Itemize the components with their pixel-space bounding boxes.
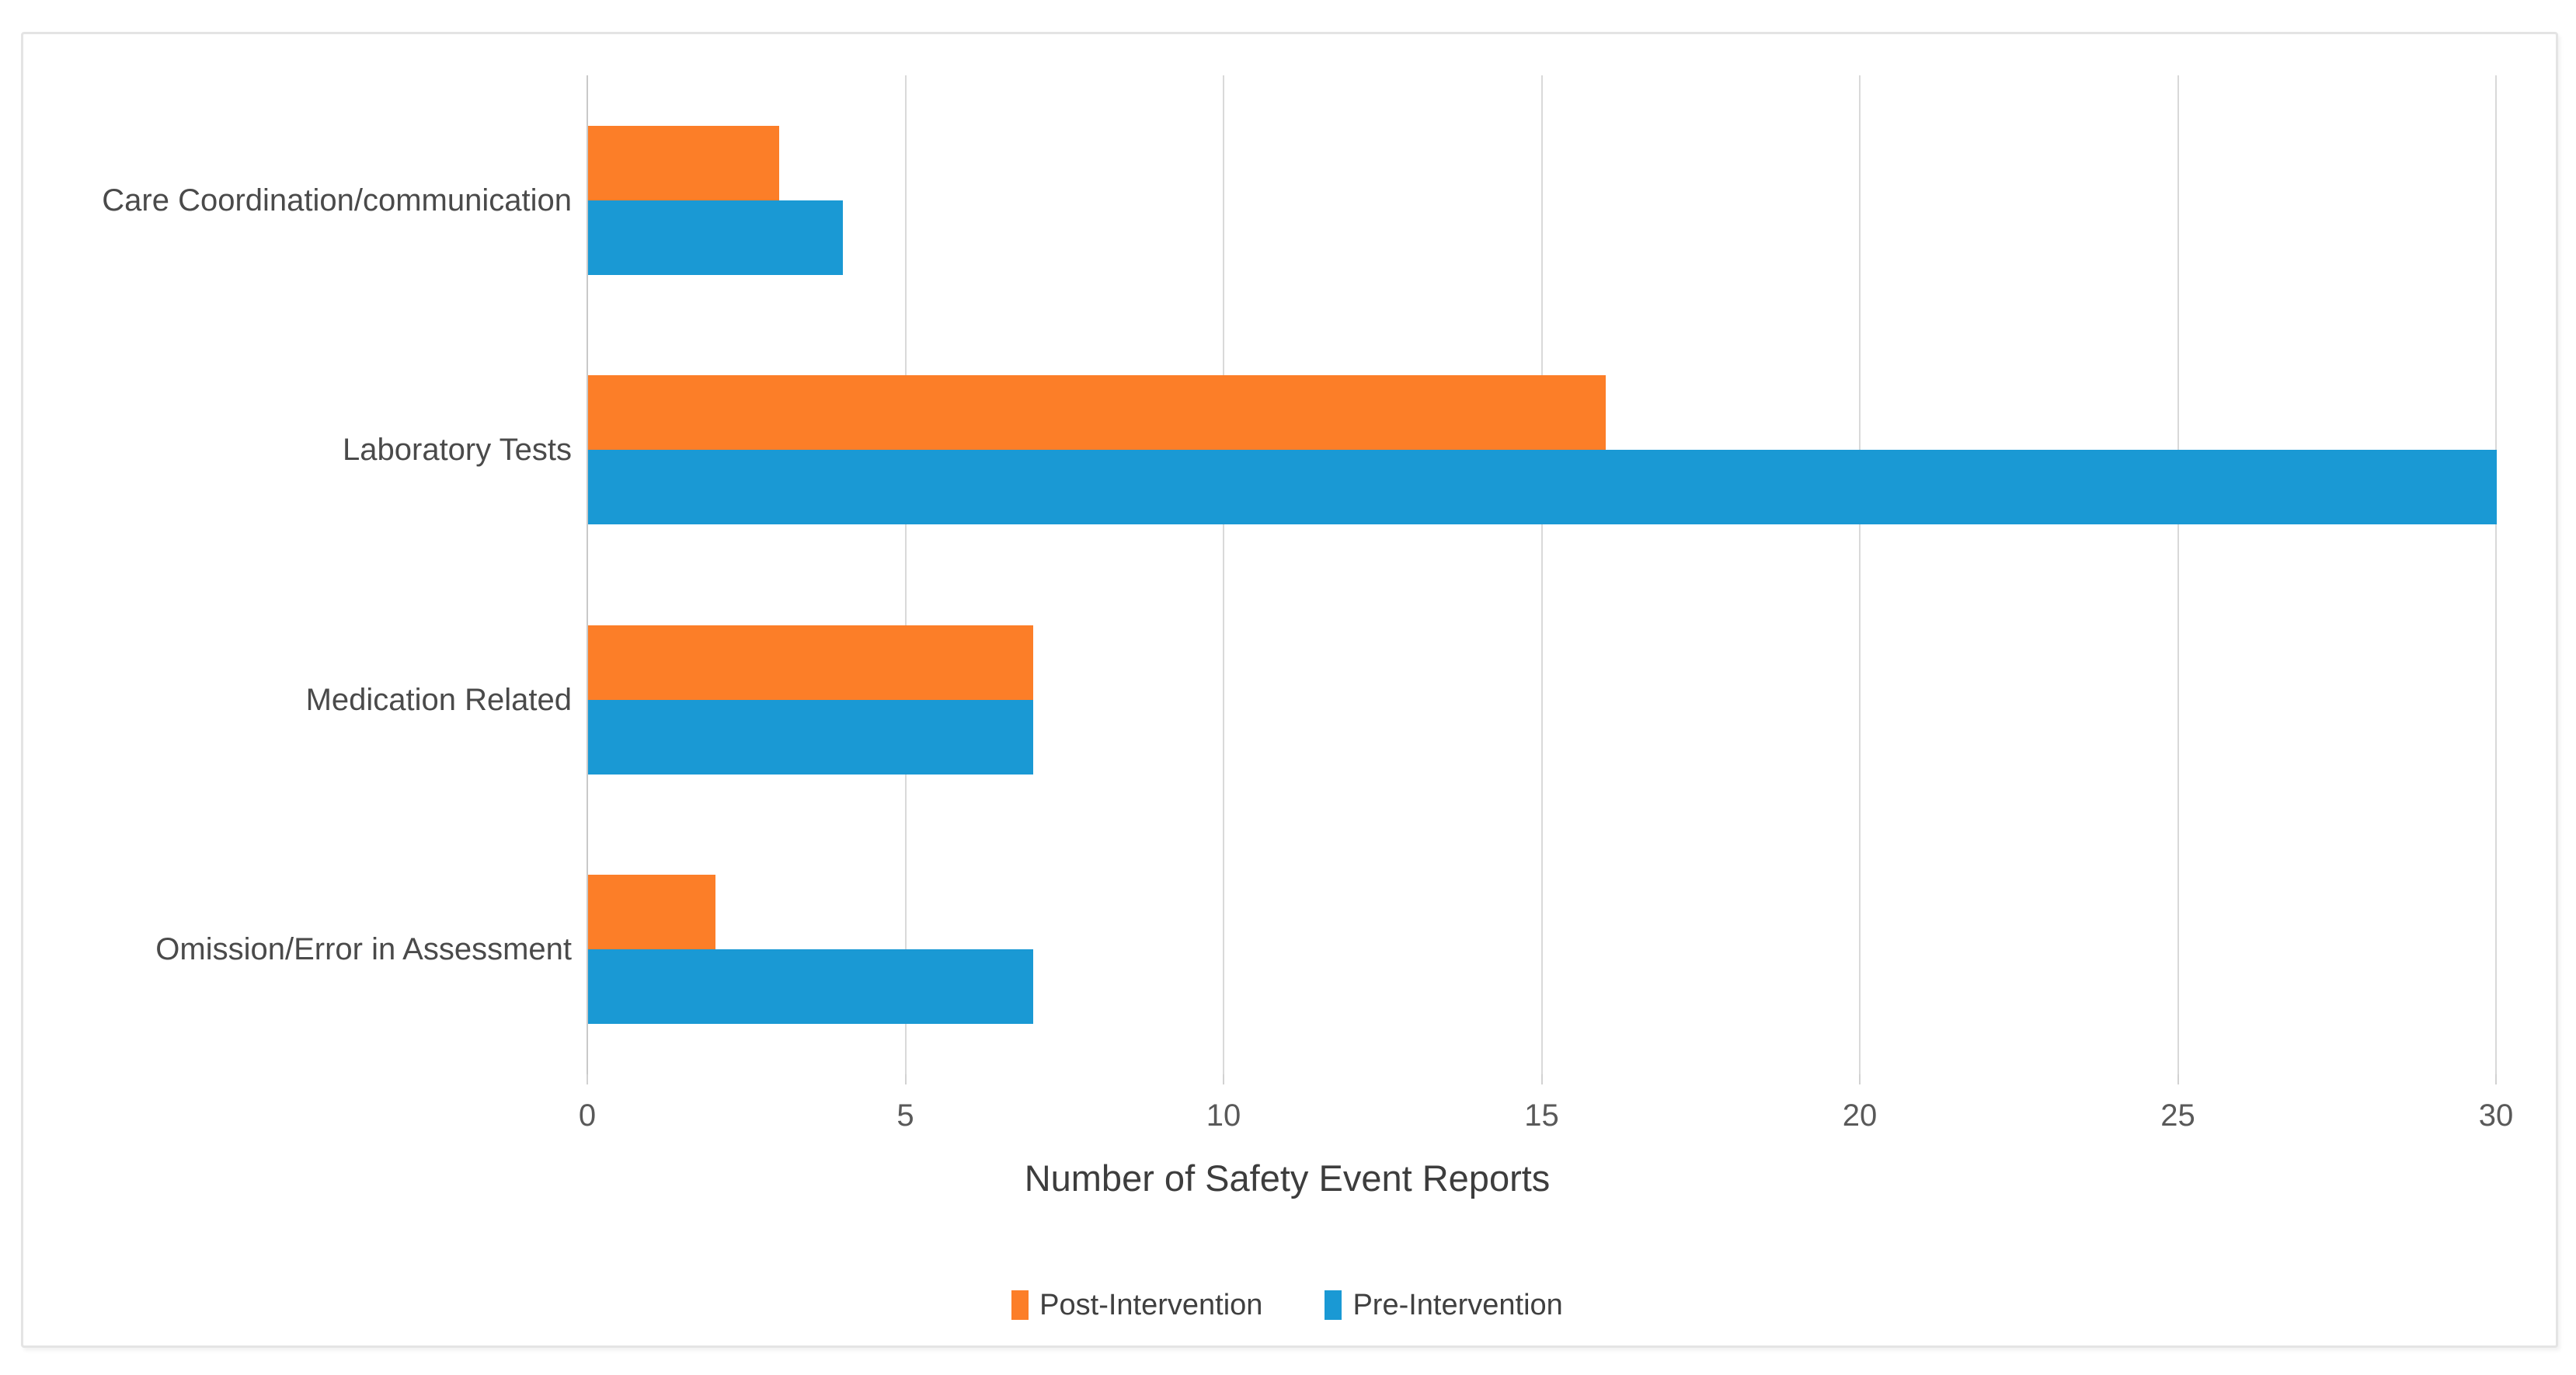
bar-pre-intervention [588, 699, 1033, 775]
tick-mark [904, 1074, 907, 1084]
bar-post-intervention [588, 125, 779, 200]
gridline [1223, 75, 1224, 1074]
tick-mark [1540, 1074, 1543, 1084]
category-label: Omission/Error in Assessment [155, 932, 572, 967]
legend-item-post-intervention: Post-Intervention [1011, 1287, 1262, 1323]
chart-frame [21, 32, 2558, 1348]
x-tick-label: 10 [1206, 1098, 1241, 1133]
category-label: Medication Related [305, 682, 572, 717]
gridline [904, 75, 907, 1074]
x-axis-title: Number of Safety Event Reports [1024, 1157, 1551, 1199]
tick-mark [1859, 1074, 1861, 1084]
x-tick-label: 0 [578, 1098, 597, 1133]
tick-mark [1223, 1074, 1224, 1084]
legend-marker-post-intervention-icon [1011, 1290, 1029, 1320]
bar-post-intervention [588, 625, 1033, 700]
legend-label-pre-intervention: Pre-Intervention [1352, 1289, 1563, 1321]
x-tick-label: 30 [2478, 1098, 2514, 1133]
tick-mark [587, 1074, 588, 1084]
category-label: Care Coordination/communication [102, 183, 572, 218]
tick-mark [2495, 1074, 2497, 1084]
bar-post-intervention [588, 875, 715, 950]
x-tick-label: 20 [1842, 1098, 1878, 1133]
x-tick-label: 25 [2160, 1098, 2195, 1133]
gridline [1859, 75, 1861, 1074]
legend: Post-Intervention Pre-Intervention [21, 1287, 2553, 1323]
legend-label-post-intervention: Post-Intervention [1039, 1289, 1263, 1321]
gridline [2177, 75, 2179, 1074]
axis-zero-line [587, 75, 588, 1074]
x-tick-label: 15 [1524, 1098, 1559, 1133]
bar-post-intervention [588, 375, 1606, 451]
gridline [1540, 75, 1543, 1074]
gridline [2495, 75, 2497, 1074]
bar-pre-intervention [588, 450, 2497, 525]
legend-item-pre-intervention: Pre-Intervention [1325, 1287, 1563, 1323]
bar-pre-intervention [588, 949, 1033, 1025]
category-label: Laboratory Tests [343, 433, 572, 468]
bar-pre-intervention [588, 200, 843, 275]
legend-marker-pre-intervention-icon [1325, 1290, 1342, 1320]
tick-mark [2177, 1074, 2179, 1084]
x-tick-label: 5 [896, 1098, 914, 1133]
